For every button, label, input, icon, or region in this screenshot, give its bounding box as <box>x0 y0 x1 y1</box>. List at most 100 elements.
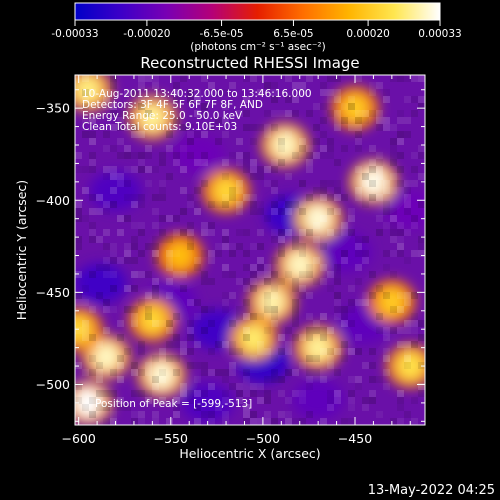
heatmap-pixel <box>222 299 229 306</box>
heatmap-pixel <box>257 208 264 215</box>
heatmap-pixel <box>208 411 215 418</box>
heatmap-pixel <box>376 194 383 201</box>
heatmap-pixel <box>236 110 243 117</box>
heatmap-pixel <box>278 411 285 418</box>
heatmap-pixel <box>222 411 229 418</box>
heatmap-pixel <box>110 250 117 257</box>
heatmap-pixel <box>313 278 320 285</box>
heatmap-pixel <box>264 348 271 355</box>
heatmap-pixel <box>187 152 194 159</box>
heatmap-pixel <box>404 180 411 187</box>
heatmap-pixel <box>194 159 201 166</box>
heatmap-pixel <box>145 369 152 376</box>
info-overlay: 10-Aug-2011 13:40:32.000 to 13:46:16.000… <box>82 88 312 410</box>
heatmap-pixel <box>138 222 145 229</box>
heatmap-pixel <box>411 341 418 348</box>
heatmap-pixel <box>369 362 376 369</box>
heatmap-pixel <box>271 306 278 313</box>
heatmap-pixel <box>166 355 173 362</box>
heatmap-pixel <box>124 89 131 96</box>
x-axis-label: Heliocentric X (arcsec) <box>179 446 320 461</box>
heatmap-pixel <box>208 278 215 285</box>
heatmap-pixel <box>306 327 313 334</box>
heatmap-pixel <box>131 152 138 159</box>
heatmap-pixel <box>299 82 306 89</box>
heatmap-pixel <box>327 110 334 117</box>
heatmap-pixel <box>222 131 229 138</box>
axis-ticks: −600 −550 −500 −450 −350 −400 −450 −500 <box>36 75 425 446</box>
heatmap-pixel <box>180 187 187 194</box>
heatmap-pixel <box>397 138 404 145</box>
heatmap-pixel <box>82 327 89 334</box>
heatmap-pixel <box>334 264 341 271</box>
heatmap-pixel <box>243 152 250 159</box>
heatmap-pixel <box>334 180 341 187</box>
heatmap-pixel <box>166 131 173 138</box>
heatmap-pixel <box>355 124 362 131</box>
heatmap-pixel <box>292 313 299 320</box>
heatmap-pixel <box>166 236 173 243</box>
colorbar-strip <box>74 2 441 21</box>
heatmap-pixel <box>152 285 159 292</box>
heatmap-dark-region <box>75 263 127 304</box>
heatmap-pixel <box>271 89 278 96</box>
heatmap-pixel <box>404 320 411 327</box>
heatmap-pixel <box>376 124 383 131</box>
heatmap-pixel <box>82 390 89 397</box>
heatmap-pixel <box>215 369 222 376</box>
heatmap-pixel <box>250 138 257 145</box>
heatmap-pixel <box>299 145 306 152</box>
heatmap-pixel <box>341 313 348 320</box>
heatmap-pixel <box>404 117 411 124</box>
heatmap-pixel <box>124 215 131 222</box>
heatmap-pixel <box>208 82 215 89</box>
heatmap-pixel <box>229 383 236 390</box>
heatmap-pixel <box>138 152 145 159</box>
heatmap-pixel <box>75 292 82 299</box>
heatmap-pixel <box>306 152 313 159</box>
heatmap-pixel <box>411 215 418 222</box>
heatmap-bright-region <box>305 204 332 233</box>
heatmap-pixel <box>390 327 397 334</box>
heatmap-pixel <box>369 166 376 173</box>
heatmap-pixel <box>390 173 397 180</box>
heatmap-pixel <box>138 390 145 397</box>
heatmap-pixel <box>250 173 257 180</box>
heatmap-pixel <box>327 89 334 96</box>
heatmap-pixel <box>229 292 236 299</box>
heatmap-pixel <box>397 131 404 138</box>
heatmap-pixel <box>299 201 306 208</box>
heatmap-pixel <box>229 250 236 257</box>
heatmap-pixel <box>362 362 369 369</box>
heatmap-pixel <box>208 320 215 327</box>
chart-title: Reconstructed RHESSI Image <box>140 54 359 72</box>
heatmap-pixel <box>292 369 299 376</box>
heatmap-pixel <box>103 166 110 173</box>
heatmap-pixel <box>117 404 124 411</box>
heatmap-pixel <box>138 75 145 82</box>
heatmap-pixel <box>75 397 82 404</box>
heatmap-pixel <box>383 208 390 215</box>
heatmap-pixel <box>341 355 348 362</box>
heatmap-pixel <box>334 89 341 96</box>
heatmap-pixel <box>411 292 418 299</box>
heatmap-pixel <box>355 194 362 201</box>
heatmap-pixel <box>96 341 103 348</box>
heatmap-pixel <box>222 236 229 243</box>
heatmap-pixel <box>306 383 313 390</box>
heatmap-pixel <box>397 166 404 173</box>
heatmap-pixel <box>369 89 376 96</box>
heatmap-pixel <box>348 208 355 215</box>
heatmap-pixel <box>327 348 334 355</box>
heatmap-pixel <box>348 117 355 124</box>
y-axis-label: Heliocentric Y (arcsec) <box>14 180 29 320</box>
heatmap-pixel <box>131 418 138 425</box>
heatmap-pixel <box>180 124 187 131</box>
heatmap-pixel <box>222 390 229 397</box>
heatmap-pixel <box>264 411 271 418</box>
heatmap-pixel <box>320 264 327 271</box>
heatmap-pixel <box>236 159 243 166</box>
heatmap-pixel <box>327 194 334 201</box>
heatmap-pixel <box>131 411 138 418</box>
heatmap-pixel <box>236 348 243 355</box>
